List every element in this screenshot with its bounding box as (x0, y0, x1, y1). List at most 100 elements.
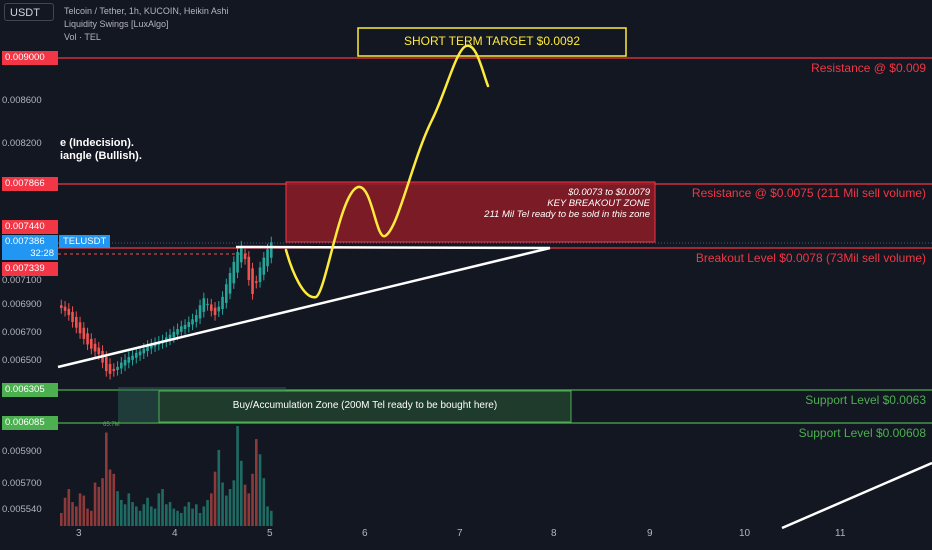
candle[interactable] (232, 261, 236, 284)
key-breakout-zone[interactable] (285, 181, 656, 243)
candle[interactable] (135, 352, 138, 358)
liquidity-volume-label: 65.7M (103, 422, 120, 428)
candle[interactable] (131, 355, 134, 360)
volume-bar (135, 506, 138, 526)
candle[interactable] (97, 347, 101, 355)
candle[interactable] (142, 348, 146, 354)
candle[interactable] (90, 338, 93, 349)
candle[interactable] (258, 267, 262, 283)
horizontal-resistance-trendline[interactable] (235, 245, 551, 250)
candle[interactable] (108, 363, 112, 374)
target-box[interactable] (357, 27, 627, 57)
volume-bar (138, 510, 142, 526)
time-label: 9 (647, 528, 653, 539)
volume-bar (71, 502, 74, 526)
volume-bar (150, 506, 153, 526)
candle[interactable] (75, 316, 78, 328)
zone-text-block: $0.0073 to $0.0079 KEY BREAKOUT ZONE 211… (484, 187, 650, 220)
volume-bar (270, 510, 273, 526)
candle[interactable] (71, 311, 74, 323)
candle[interactable] (105, 356, 108, 372)
volume-indicator-label[interactable]: Vol · TEL (64, 32, 101, 42)
candle[interactable] (262, 257, 266, 275)
candle[interactable] (168, 334, 172, 340)
candle[interactable] (191, 319, 194, 325)
candle[interactable] (206, 303, 209, 306)
candle[interactable] (172, 331, 176, 338)
candle[interactable] (228, 273, 232, 294)
candle[interactable] (247, 256, 251, 281)
candle[interactable] (202, 298, 206, 312)
candle-layer (60, 236, 273, 380)
bottom-right-trendline[interactable] (781, 461, 932, 530)
ascending-trendline[interactable] (57, 246, 551, 369)
time-label: 7 (457, 528, 463, 539)
candle[interactable] (138, 351, 142, 356)
indicator-label[interactable]: Liquidity Swings [LuxAlgo] (64, 19, 169, 29)
accumulation-zone[interactable] (158, 390, 572, 423)
chart-title: Telcoin / Tether, 1h, KUCOIN, Heikin Ash… (64, 6, 229, 16)
volume-bar (232, 480, 236, 526)
volume-bar (210, 493, 213, 526)
price-label: 0.008200 (2, 138, 42, 149)
projected-price-path[interactable] (284, 44, 490, 299)
volume-bar (101, 478, 104, 526)
candle[interactable] (60, 305, 63, 309)
volume-bar (168, 502, 172, 526)
candle[interactable] (217, 306, 221, 312)
volume-bar (206, 499, 209, 526)
symbol-button[interactable]: USDT (4, 3, 54, 21)
candle[interactable] (120, 362, 123, 369)
volume-bar (217, 449, 221, 526)
candle[interactable] (225, 284, 228, 303)
candle[interactable] (86, 333, 89, 345)
candle[interactable] (198, 305, 202, 319)
volume-bar (187, 502, 191, 526)
zone-text-line-1: $0.0073 to $0.0079 (568, 187, 650, 198)
volume-bar (221, 482, 224, 526)
volume-bar (165, 504, 168, 526)
candle[interactable] (255, 281, 258, 283)
candle[interactable] (195, 315, 198, 322)
candle[interactable] (67, 308, 71, 316)
candle[interactable] (251, 268, 254, 295)
candle[interactable] (210, 304, 213, 311)
candle[interactable] (187, 322, 191, 327)
support-608-label: Support Level $0.00608 (798, 426, 926, 440)
volume-bar (240, 460, 243, 526)
volume-bar (176, 510, 179, 526)
target-label: SHORT TERM TARGET $0.0092 (403, 34, 581, 48)
candle[interactable] (213, 307, 217, 316)
accumulation-label: Buy/Accumulation Zone (200M Tel ready to… (232, 400, 498, 411)
resistance-75-label: Resistance @ $0.0075 (211 Mil sell volum… (691, 186, 926, 200)
candle[interactable] (236, 252, 239, 273)
volume-bar (202, 506, 206, 526)
volume-bar (146, 497, 149, 526)
candle[interactable] (150, 344, 153, 349)
volume-bar (180, 512, 183, 526)
volume-bar (191, 508, 194, 526)
volume-bar (258, 454, 262, 526)
candle[interactable] (123, 359, 127, 366)
candle[interactable] (116, 366, 119, 370)
candle[interactable] (82, 327, 86, 339)
candle[interactable] (127, 357, 131, 363)
candle[interactable] (112, 368, 116, 372)
candle[interactable] (240, 246, 243, 263)
candle[interactable] (63, 306, 67, 311)
candle[interactable] (243, 254, 247, 260)
candle[interactable] (146, 345, 149, 352)
candle[interactable] (176, 329, 179, 335)
volume-bar (105, 432, 108, 526)
volume-bar (63, 497, 67, 526)
candle[interactable] (180, 326, 183, 332)
candle[interactable] (270, 242, 273, 258)
candle[interactable] (183, 324, 187, 330)
candle[interactable] (221, 296, 224, 310)
candle[interactable] (93, 343, 97, 352)
candle[interactable] (78, 322, 82, 334)
candle[interactable] (266, 249, 269, 267)
volume-bar (243, 484, 247, 526)
